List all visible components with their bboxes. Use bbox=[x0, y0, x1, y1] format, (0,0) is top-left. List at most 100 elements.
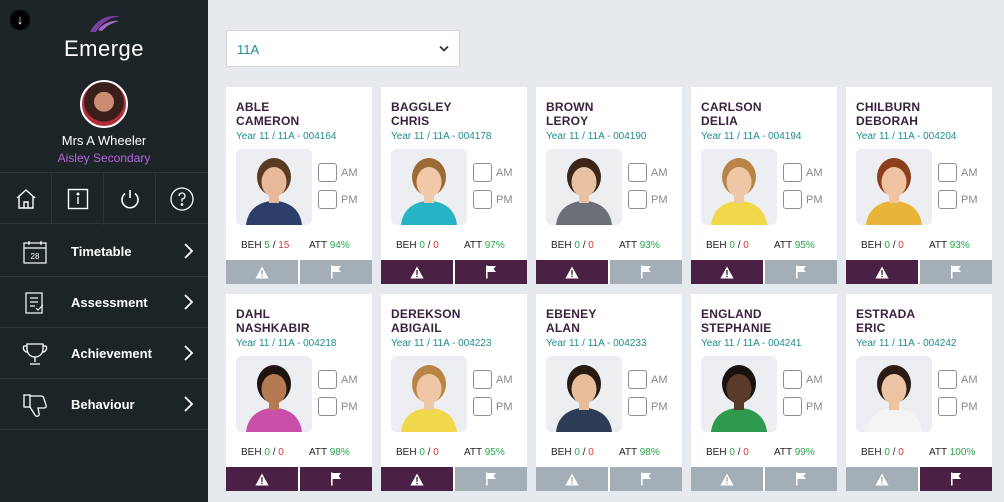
student-card[interactable]: ABLE CAMERON Year 11 / 11A - 004164 AM P… bbox=[226, 87, 372, 284]
am-checkbox[interactable] bbox=[938, 163, 957, 182]
beh-positive: 0 bbox=[419, 240, 425, 251]
beh-negative: 0 bbox=[898, 447, 904, 458]
nav-timetable[interactable]: 28 Timetable bbox=[0, 226, 208, 277]
student-photo[interactable] bbox=[391, 356, 467, 432]
pm-checkbox[interactable] bbox=[783, 190, 802, 209]
student-card[interactable]: CARLSON DELIA Year 11 / 11A - 004194 AM … bbox=[691, 87, 837, 284]
student-card[interactable]: EBENEY ALAN Year 11 / 11A - 004233 AM PM… bbox=[536, 294, 682, 491]
warning-button[interactable] bbox=[381, 467, 453, 491]
am-checkbox[interactable] bbox=[628, 163, 647, 182]
flag-button[interactable] bbox=[455, 467, 527, 491]
warning-button[interactable] bbox=[226, 467, 298, 491]
warning-button[interactable] bbox=[846, 467, 918, 491]
pm-label: PM bbox=[961, 401, 978, 413]
att-label: ATT bbox=[929, 240, 947, 251]
am-checkbox[interactable] bbox=[938, 370, 957, 389]
student-photo[interactable] bbox=[546, 356, 622, 432]
flag-button[interactable] bbox=[765, 260, 837, 284]
pm-checkbox[interactable] bbox=[318, 397, 337, 416]
pm-checkbox[interactable] bbox=[783, 397, 802, 416]
logout-button[interactable] bbox=[104, 173, 156, 225]
student-surname: DEREKSON bbox=[391, 307, 461, 321]
warning-button[interactable] bbox=[536, 260, 608, 284]
student-card[interactable]: DEREKSON ABIGAIL Year 11 / 11A - 004223 … bbox=[381, 294, 527, 491]
nav-assessment[interactable]: Assessment bbox=[0, 277, 208, 328]
home-button[interactable] bbox=[0, 173, 52, 225]
student-card[interactable]: CHILBURN DEBORAH Year 11 / 11A - 004204 … bbox=[846, 87, 992, 284]
warning-button[interactable] bbox=[846, 260, 918, 284]
student-card[interactable]: ESTRADA ERIC Year 11 / 11A - 004242 AM P… bbox=[846, 294, 992, 491]
quick-icon-bar bbox=[0, 172, 208, 225]
flag-button[interactable] bbox=[920, 467, 992, 491]
beh-positive: 0 bbox=[264, 447, 270, 458]
download-icon[interactable]: ↓ bbox=[10, 10, 30, 30]
class-select[interactable]: 11A bbox=[226, 30, 460, 67]
pm-checkbox[interactable] bbox=[473, 190, 492, 209]
nav-label: Timetable bbox=[71, 243, 132, 259]
flag-button[interactable] bbox=[765, 467, 837, 491]
beh-positive: 5 bbox=[264, 240, 270, 251]
avatar[interactable] bbox=[80, 80, 128, 128]
nav-behaviour[interactable]: Behaviour bbox=[0, 379, 208, 430]
student-photo[interactable] bbox=[236, 149, 312, 225]
nav-label: Assessment bbox=[71, 294, 148, 310]
help-button[interactable] bbox=[156, 173, 208, 225]
student-card[interactable]: ENGLAND STEPHANIE Year 11 / 11A - 004241… bbox=[691, 294, 837, 491]
am-checkbox[interactable] bbox=[473, 370, 492, 389]
student-surname: DAHL bbox=[236, 307, 271, 321]
svg-text:28: 28 bbox=[31, 252, 40, 261]
beh-label: BEH bbox=[396, 447, 417, 458]
home-icon bbox=[16, 189, 35, 209]
flag-button[interactable] bbox=[300, 467, 372, 491]
beh-label: BEH bbox=[396, 240, 417, 251]
am-checkbox[interactable] bbox=[473, 163, 492, 182]
app-title: Emerge bbox=[63, 36, 145, 61]
am-checkbox[interactable] bbox=[318, 370, 337, 389]
flag-button[interactable] bbox=[455, 260, 527, 284]
beh-sep: / bbox=[737, 447, 741, 458]
att-value: 95% bbox=[794, 240, 815, 251]
am-label: AM bbox=[806, 167, 823, 179]
pm-checkbox[interactable] bbox=[628, 190, 647, 209]
warning-button[interactable] bbox=[381, 260, 453, 284]
student-photo[interactable] bbox=[236, 356, 312, 432]
att-value: 93% bbox=[949, 240, 970, 251]
student-photo[interactable] bbox=[546, 149, 622, 225]
flag-button[interactable] bbox=[610, 260, 682, 284]
student-photo[interactable] bbox=[701, 356, 777, 432]
student-forename: CHRIS bbox=[391, 114, 430, 128]
beh-sep: / bbox=[582, 240, 586, 251]
am-checkbox[interactable] bbox=[783, 163, 802, 182]
student-photo[interactable] bbox=[856, 356, 932, 432]
am-checkbox[interactable] bbox=[318, 163, 337, 182]
student-photo[interactable] bbox=[391, 149, 467, 225]
student-card[interactable]: BAGGLEY CHRIS Year 11 / 11A - 004178 AM … bbox=[381, 87, 527, 284]
warning-button[interactable] bbox=[691, 260, 763, 284]
warning-button[interactable] bbox=[226, 260, 298, 284]
nav-achievement[interactable]: Achievement bbox=[0, 328, 208, 379]
warning-button[interactable] bbox=[691, 467, 763, 491]
student-card[interactable]: DAHL NASHKABIR Year 11 / 11A - 004218 AM… bbox=[226, 294, 372, 491]
flag-button[interactable] bbox=[300, 260, 372, 284]
student-photo[interactable] bbox=[856, 149, 932, 225]
student-card[interactable]: BROWN LEROY Year 11 / 11A - 004190 AM PM… bbox=[536, 87, 682, 284]
beh-label: BEH bbox=[706, 240, 727, 251]
pm-checkbox[interactable] bbox=[938, 397, 957, 416]
student-photo[interactable] bbox=[701, 149, 777, 225]
power-icon bbox=[120, 190, 139, 209]
beh-label: BEH bbox=[241, 447, 262, 458]
am-checkbox[interactable] bbox=[628, 370, 647, 389]
pm-checkbox[interactable] bbox=[473, 397, 492, 416]
pm-checkbox[interactable] bbox=[938, 190, 957, 209]
pm-checkbox[interactable] bbox=[318, 190, 337, 209]
warning-icon bbox=[565, 266, 579, 278]
beh-sep: / bbox=[427, 240, 431, 251]
am-checkbox[interactable] bbox=[783, 370, 802, 389]
pm-checkbox[interactable] bbox=[628, 397, 647, 416]
am-label: AM bbox=[651, 167, 668, 179]
flag-button[interactable] bbox=[610, 467, 682, 491]
flag-button[interactable] bbox=[920, 260, 992, 284]
student-surname: EBENEY bbox=[546, 307, 597, 321]
info-button[interactable] bbox=[52, 173, 104, 225]
warning-button[interactable] bbox=[536, 467, 608, 491]
